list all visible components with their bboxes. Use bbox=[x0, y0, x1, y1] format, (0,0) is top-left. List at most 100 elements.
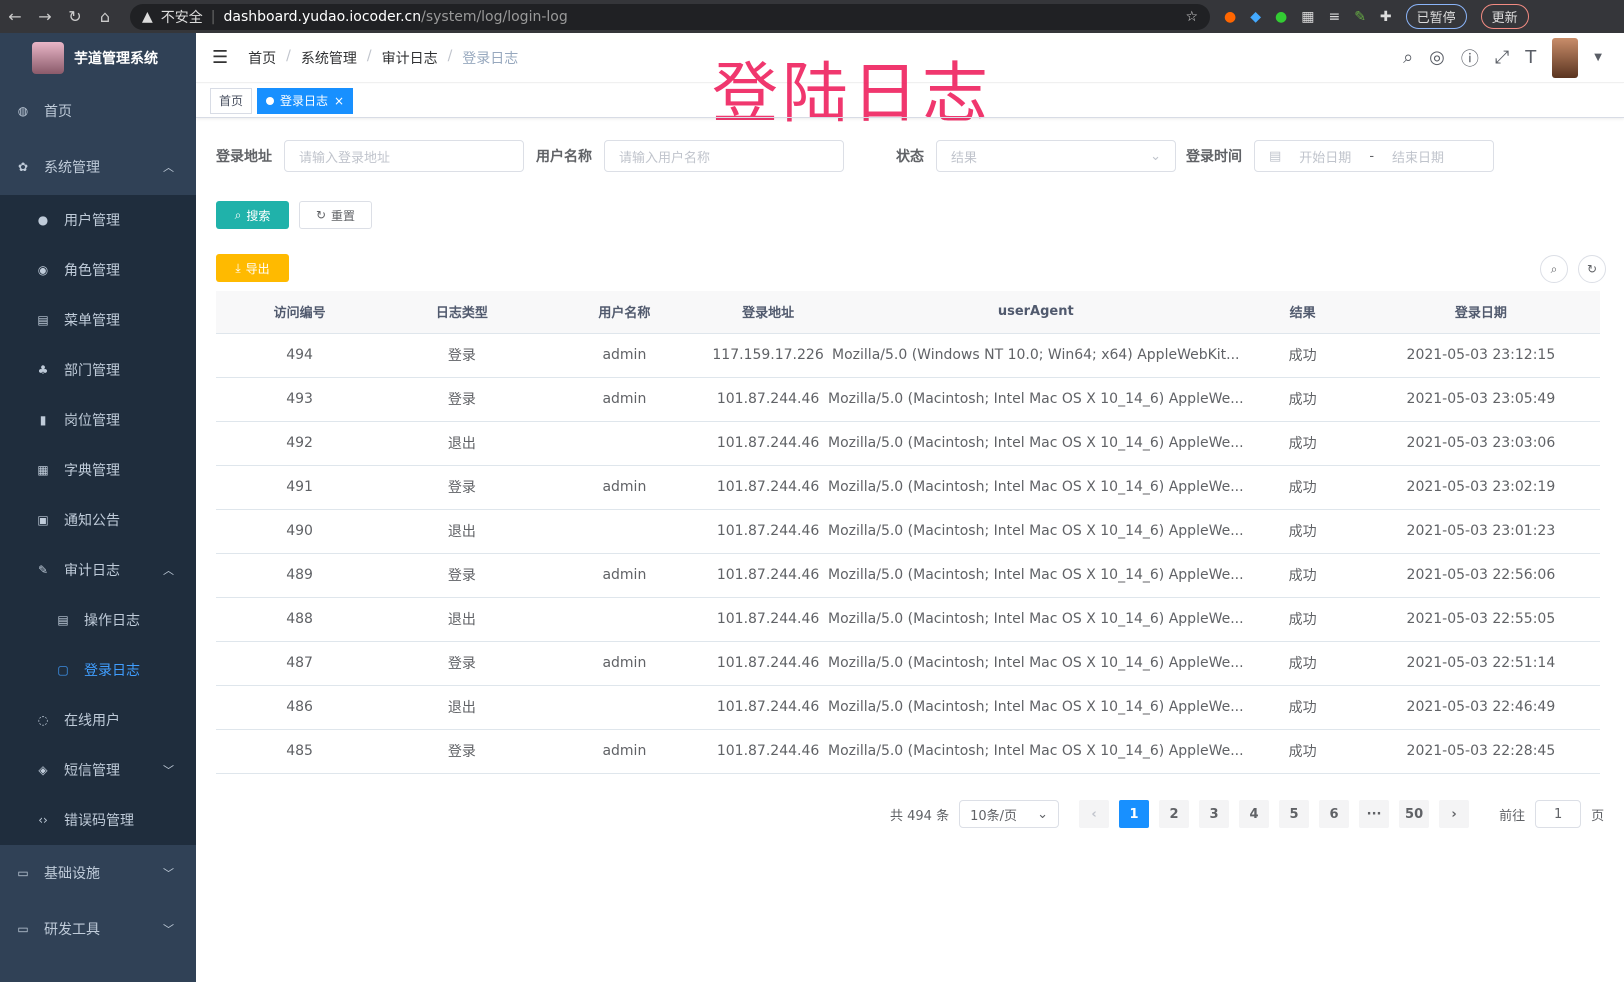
sidebar-item[interactable]: ▢ 登录日志 bbox=[0, 645, 196, 695]
extension-icon[interactable]: ▦ bbox=[1301, 8, 1315, 25]
sidebar-item[interactable]: ✎ 审计日志 ︿ bbox=[0, 545, 196, 595]
sidebar-item[interactable]: ✿ 系统管理 ︿ bbox=[0, 139, 196, 195]
table-row: 488 退出 101.87.244.46 Mozilla/5.0 (Macintosh… bbox=[216, 597, 1600, 642]
message-icon: ▣ bbox=[37, 513, 49, 527]
back-icon[interactable]: ← bbox=[8, 7, 22, 26]
end-date[interactable]: 结束日期 bbox=[1392, 150, 1445, 166]
sidebar-item[interactable]: ▮ 岗位管理 bbox=[0, 395, 196, 445]
extension-icon[interactable]: ✎ bbox=[1354, 8, 1366, 25]
app-logo[interactable]: 芋道管理系统 bbox=[0, 33, 196, 83]
page-size-select[interactable]: 10条/页 ⌄ bbox=[959, 800, 1060, 828]
page-button[interactable]: 1 bbox=[1119, 800, 1150, 828]
profile-button[interactable]: 已暂停 bbox=[1405, 4, 1467, 29]
table-cell: 2021-05-03 22:56:06 bbox=[1361, 553, 1600, 598]
status-select[interactable]: 结果 ⌄ bbox=[936, 140, 1176, 172]
tag-current[interactable]: 登录日志 × bbox=[257, 87, 354, 114]
sidebar-item[interactable]: ◉ 角色管理 bbox=[0, 245, 196, 295]
extension-icon[interactable]: ● bbox=[1275, 8, 1288, 25]
table-cell: 退出 bbox=[383, 421, 541, 466]
table-cell: 494 bbox=[216, 333, 384, 378]
chevron-down-icon: ﹀ bbox=[163, 923, 174, 936]
reset-button[interactable]: ↻ 重置 bbox=[299, 201, 372, 229]
caret-down-icon[interactable]: ▼ bbox=[1594, 52, 1602, 63]
table-row: 492 退出 101.87.244.46 Mozilla/5.0 (Macintosh… bbox=[216, 421, 1600, 466]
sidebar-item[interactable]: ◈ 短信管理 ﹀ bbox=[0, 745, 196, 795]
font-size-icon[interactable]: T bbox=[1525, 47, 1537, 68]
goto-page-input[interactable]: 1 bbox=[1535, 800, 1582, 828]
sidebar-item[interactable]: ▤ 菜单管理 bbox=[0, 295, 196, 345]
start-date[interactable]: 开始日期 bbox=[1299, 150, 1352, 166]
extension-icon[interactable]: ◆ bbox=[1250, 8, 1261, 25]
table-cell: 101.87.244.46 bbox=[708, 729, 828, 774]
column-header: userAgent bbox=[827, 291, 1244, 334]
table-cell: 成功 bbox=[1243, 685, 1362, 730]
export-button[interactable]: ⤓ 导出 bbox=[216, 254, 289, 282]
page-button[interactable]: 4 bbox=[1239, 800, 1270, 828]
breadcrumb: 首页 / 系统管理 / 审计日志 / 登录日志 bbox=[248, 47, 519, 67]
table-cell: 2021-05-03 23:02:19 bbox=[1361, 465, 1600, 510]
page-button[interactable]: 5 bbox=[1279, 800, 1310, 828]
table-cell: 成功 bbox=[1243, 729, 1362, 774]
username-input[interactable]: 请输入用户名称 bbox=[604, 140, 844, 172]
sidebar-item[interactable]: ▭ 基础设施 ﹀ bbox=[0, 845, 196, 901]
page-button[interactable]: 2 bbox=[1159, 800, 1190, 828]
goto-label: 前往 bbox=[1499, 808, 1526, 824]
page-button[interactable]: 50 bbox=[1399, 800, 1430, 828]
github-icon[interactable]: ◎ bbox=[1429, 47, 1445, 68]
sidebar-item[interactable]: ● 用户管理 bbox=[0, 195, 196, 245]
breadcrumb-item[interactable]: 首页 bbox=[248, 50, 277, 67]
table-cell: 成功 bbox=[1243, 509, 1362, 554]
table-cell: admin bbox=[540, 377, 709, 422]
extension-icon[interactable]: ≡ bbox=[1328, 8, 1341, 25]
page-button[interactable]: 6 bbox=[1319, 800, 1350, 828]
sidebar-item[interactable]: ‹› 错误码管理 bbox=[0, 795, 196, 845]
date-range-picker[interactable]: ▤ 开始日期 - 结束日期 bbox=[1254, 140, 1494, 172]
toggle-search-button[interactable]: ⌕ bbox=[1540, 255, 1568, 283]
reload-icon[interactable]: ↻ bbox=[68, 7, 82, 26]
sidebar-item[interactable]: ▦ 字典管理 bbox=[0, 445, 196, 495]
tag-home[interactable]: 首页 bbox=[210, 87, 253, 114]
update-button[interactable]: 更新 bbox=[1480, 4, 1529, 29]
table-cell: 486 bbox=[216, 685, 384, 730]
table-cell bbox=[540, 509, 709, 554]
address-bar[interactable]: ▲ 不安全 | dashboard.yudao.iocoder.cn/syste… bbox=[130, 3, 1210, 30]
forward-icon[interactable]: → bbox=[38, 7, 52, 26]
hamburger-icon[interactable]: ☰ bbox=[212, 47, 229, 68]
home-icon[interactable]: ⌂ bbox=[99, 7, 111, 26]
page-button[interactable]: ··· bbox=[1359, 800, 1390, 828]
bookmark-star-icon[interactable]: ☆ bbox=[1185, 8, 1198, 25]
question-icon[interactable]: ⓘ bbox=[1460, 48, 1479, 70]
prev-page-button[interactable]: ‹ bbox=[1079, 800, 1110, 828]
search-button[interactable]: ⌕ 搜索 bbox=[216, 201, 289, 229]
chevron-down-icon: ⌄ bbox=[1037, 806, 1049, 822]
sidebar-item[interactable]: ♣ 部门管理 bbox=[0, 345, 196, 395]
avatar[interactable] bbox=[1552, 37, 1579, 78]
search-icon: ⌕ bbox=[1550, 261, 1558, 276]
sidebar-item[interactable]: ◌ 在线用户 bbox=[0, 695, 196, 745]
sidebar-item[interactable]: ▭ 研发工具 ﹀ bbox=[0, 901, 196, 957]
refresh-button[interactable]: ↻ bbox=[1578, 255, 1606, 283]
sidebar-item[interactable]: ◍ 首页 bbox=[0, 83, 196, 139]
watermark-title: 登陆日志 bbox=[712, 55, 992, 132]
page-button[interactable]: 3 bbox=[1199, 800, 1230, 828]
close-icon[interactable]: × bbox=[334, 93, 345, 108]
extension-icon[interactable]: ● bbox=[1224, 8, 1237, 25]
table-cell: Mozilla/5.0 (Windows NT 10.0; Win64; x64… bbox=[827, 333, 1244, 378]
breadcrumb-item[interactable]: 系统管理 bbox=[300, 50, 357, 67]
search-icon[interactable]: ⌕ bbox=[1403, 47, 1414, 68]
tag-label: 登录日志 bbox=[280, 94, 329, 108]
next-page-button[interactable]: › bbox=[1439, 800, 1470, 828]
table-cell: 101.87.244.46 bbox=[708, 421, 828, 466]
dict-icon: ▦ bbox=[37, 463, 49, 477]
table-cell: 101.87.244.46 bbox=[708, 597, 828, 642]
column-header: 日志类型 bbox=[383, 291, 541, 334]
security-label: 不安全 bbox=[160, 9, 203, 26]
table-row: 493 登录 admin 101.87.244.46 Mozilla/5.0 (Maci… bbox=[216, 377, 1600, 422]
sidebar-item[interactable]: ▣ 通知公告 bbox=[0, 495, 196, 545]
address-input[interactable]: 请输入登录地址 bbox=[284, 140, 524, 172]
sidebar-item[interactable]: ▤ 操作日志 bbox=[0, 595, 196, 645]
breadcrumb-item[interactable]: 审计日志 bbox=[381, 50, 438, 67]
puzzle-icon[interactable]: ✚ bbox=[1379, 8, 1392, 25]
fullscreen-icon[interactable]: ⤢ bbox=[1494, 47, 1510, 68]
table-row: 489 登录 admin 101.87.244.46 Mozilla/5.0 (Maci… bbox=[216, 553, 1600, 598]
